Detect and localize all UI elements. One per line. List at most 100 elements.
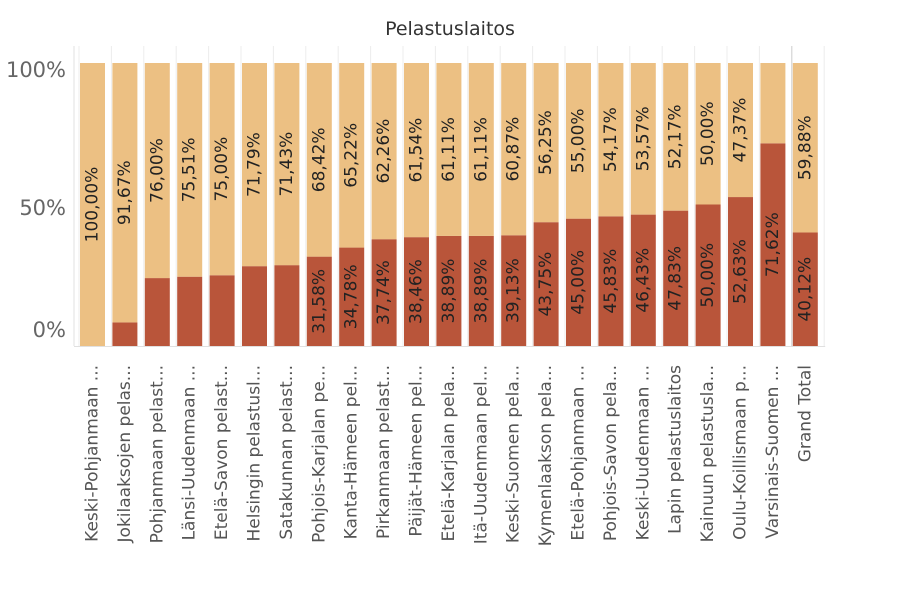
bar-bottom-segment [792,232,818,346]
data-label-bottom: 31,58% [309,269,329,334]
bar-bottom-segment [566,218,591,346]
data-label-top: 60,87% [504,117,524,182]
bar-bottom-segment [209,275,235,346]
bar-top-segment [663,63,689,211]
x-tick-label: Jokilaaksojen pelas... [115,365,135,543]
bar-bottom-segment [144,278,170,346]
bar-bottom-segment [242,266,267,346]
bar-top-segment [728,63,753,198]
bar-top-segment [630,63,656,215]
x-tick-label: Kainuun pelastusla... [698,365,718,542]
y-tick-label: 100% [6,58,66,82]
x-tick-label: Grand Total [795,365,815,462]
data-label-bottom: 38,89% [471,259,491,324]
x-tick-label: Etelä-Savon pelast... [212,365,232,540]
data-label-bottom: 37,74% [374,260,394,325]
y-tick-label: 50% [19,196,66,220]
data-label-bottom: 52,63% [731,239,751,304]
data-label-bottom: 71,62% [763,212,783,277]
bar-top-segment [566,63,591,219]
x-tick-label: Keski-Pohjanmaan ... [83,365,103,542]
bar-top-segment [501,63,527,236]
bar-bottom-segment [404,237,429,346]
x-tick-label: Pohjois-Karjalan pe... [309,365,329,543]
data-label-top: 76,00% [147,138,167,203]
bar-top-segment [404,63,429,238]
data-label-top: 91,67% [115,160,135,225]
data-label-bottom: 40,12% [795,257,815,322]
data-label-top: 50,00% [698,101,718,166]
x-tick-label: Itä-Uudenmaan pel... [471,365,491,544]
data-label-bottom: 38,89% [439,259,459,324]
x-tick-label: Keski-Uudenmaan ... [633,365,653,540]
data-label-bottom: 47,83% [666,246,686,311]
data-label-top: 61,11% [471,117,491,182]
bar-top-segment [80,63,105,346]
bar-bottom-segment [112,322,138,346]
bar-bottom-segment [501,235,527,346]
x-tick-label: Satakunnan pelast... [277,365,297,540]
bar-bottom-segment [468,235,494,346]
data-label-top: 65,22% [342,123,362,188]
x-tick-label: Helsingin pelastusl... [245,365,265,542]
bar-top-segment [533,63,559,223]
bar-top-segment [144,63,170,279]
data-label-top: 62,26% [374,119,394,184]
bar-bottom-segment [274,265,300,346]
bar-top-segment [177,63,203,277]
bar-top-segment [242,63,267,267]
bar-top-segment [339,63,365,248]
bar-bottom-segment [728,197,753,346]
data-label-bottom: 50,00% [698,243,718,308]
data-label-top: 59,88% [795,115,815,180]
x-tick-label: Pirkanmaan pelast... [374,365,394,539]
x-tick-label: Kanta-Hämeen pel... [342,365,362,539]
x-tick-label: Kymenlaakson pela... [536,365,556,546]
bar-bottom-segment [533,222,559,346]
bar-bottom-segment [177,276,203,346]
x-tick-label: Etelä-Pohjanmaan ... [569,365,589,541]
x-tick-label: Pohjanmaan pelast... [147,365,167,543]
data-label-bottom: 34,78% [342,264,362,329]
data-label-bottom: 45,00% [569,250,589,315]
chart-title: Pelastuslaitos [385,18,515,40]
data-label-top: 75,51% [180,137,200,202]
data-label-top: 61,11% [439,117,459,182]
data-label-top: 68,42% [309,127,329,192]
bar-bottom-segment [339,247,365,346]
bar-top-segment [468,63,494,236]
x-tick-label: Oulu-Koillismaan p... [731,365,751,540]
bar-bottom-segment [760,143,786,346]
bar-top-segment [598,63,624,217]
bar-top-segment [436,63,462,236]
x-tick-label: Keski-Suomen pela... [504,365,524,543]
bar-bottom-segment [306,256,332,346]
bar-bottom-segment [371,239,397,346]
data-label-top: 100,00% [83,167,103,243]
x-tick-label: Pohjois-Savon pela... [601,365,621,541]
x-tick-label: Päijät-Hämeen pel... [407,365,427,537]
data-label-top: 75,00% [212,137,232,202]
data-label-top: 55,00% [569,108,589,173]
bar-bottom-segment [630,214,656,346]
data-label-top: 54,17% [601,107,621,172]
bar-bottom-segment [663,210,689,346]
bar-top-segment [695,63,721,205]
bar-bottom-segment [598,216,624,346]
y-tick-label: 0% [33,318,66,342]
bar-top-segment [306,63,332,257]
data-label-bottom: 46,43% [633,248,653,313]
data-label-top: 47,37% [731,98,751,163]
bar-bottom-segment [695,204,721,346]
data-label-top: 71,43% [277,132,297,197]
data-label-bottom: 45,83% [601,249,621,314]
x-tick-label: Varsinais-Suomen ... [763,365,783,539]
bar-top-segment [792,63,818,233]
data-label-bottom: 38,46% [407,259,427,324]
bar-top-segment [274,63,300,266]
bar-top-segment [209,63,235,276]
x-tick-label: Lapin pelastuslaitos [666,365,686,534]
data-label-top: 53,57% [633,106,653,171]
bar-top-segment [371,63,397,240]
